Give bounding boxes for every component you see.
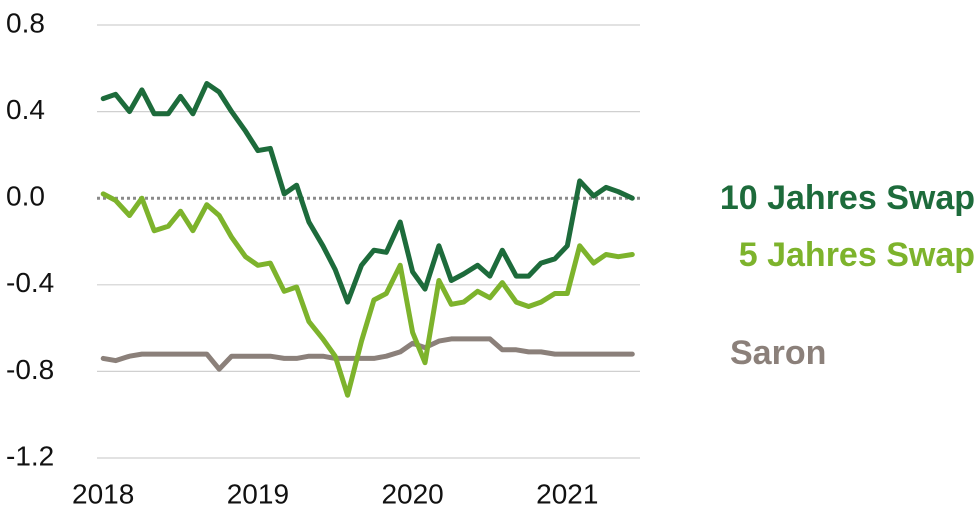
y-tick-label: -1.2	[6, 440, 54, 471]
y-tick-label: -0.8	[6, 354, 54, 385]
legend-label: 5 Jahres Swap	[739, 236, 975, 274]
series-line	[100, 191, 635, 398]
legend-label: 10 Jahres Swap	[720, 179, 975, 217]
y-tick-label: 0.8	[6, 7, 45, 38]
x-tick-label: 2021	[536, 478, 598, 509]
x-tick-label: 2019	[227, 478, 289, 509]
series-line	[100, 81, 635, 305]
y-tick-label: 0.4	[6, 94, 45, 125]
y-tick-label: 0.0	[6, 181, 45, 212]
y-tick-label: -0.4	[6, 267, 54, 298]
legend-label: Saron	[730, 334, 826, 372]
series-line	[100, 336, 635, 372]
x-tick-label: 2020	[381, 478, 443, 509]
x-tick-label: 2018	[72, 478, 134, 509]
